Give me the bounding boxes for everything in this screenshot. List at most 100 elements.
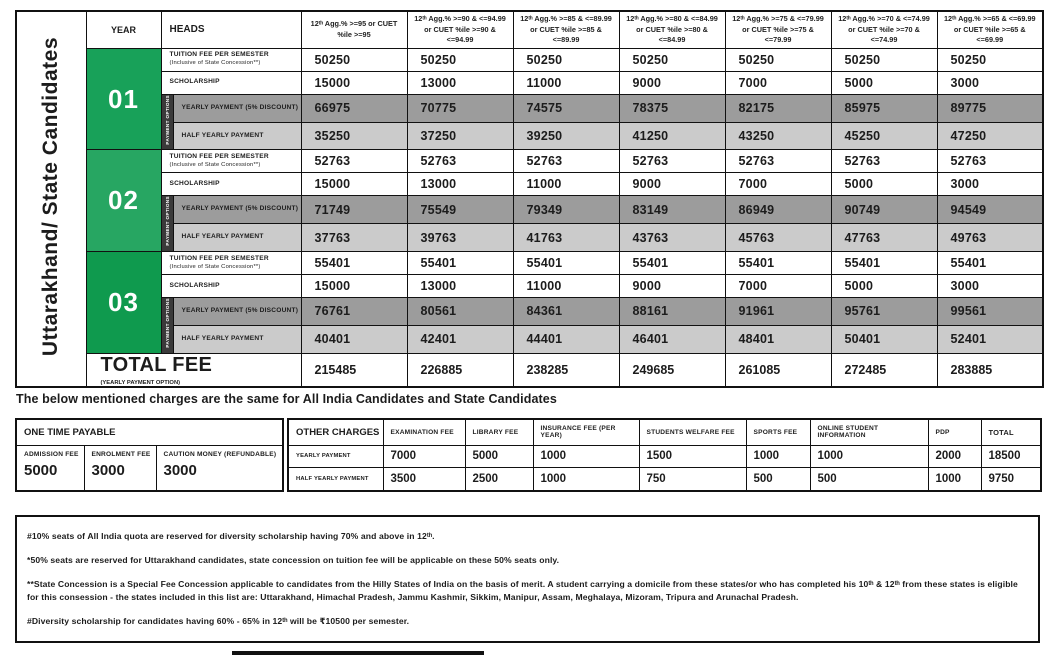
fee-value: 50250 xyxy=(618,47,726,72)
charge-value: 3000 xyxy=(163,461,197,479)
row-label-half-yearly-payment: HALF YEARLY PAYMENT xyxy=(172,223,302,253)
row-label-tuition: TUITION FEE PER SEMESTER (Inclusive of St… xyxy=(160,47,302,72)
total-fee-value: 226885 xyxy=(406,352,514,388)
fee-value: 55401 xyxy=(830,251,938,276)
fee-value: 50250 xyxy=(936,47,1044,72)
charge-label: CAUTION MONEY (REFUNDABLE) xyxy=(163,450,277,458)
other-charge-value: 18500 xyxy=(980,444,1042,469)
fee-value: 52763 xyxy=(724,149,832,174)
other-charge-value: 1000 xyxy=(809,444,929,469)
fee-value: 7000 xyxy=(724,274,832,299)
fee-value: 13000 xyxy=(406,172,514,197)
footer-bar xyxy=(232,651,484,655)
fee-value: 50250 xyxy=(512,47,620,72)
row-label-yearly-payment: YEARLY PAYMENT (5% DISCOUNT) xyxy=(172,93,302,123)
fee-value: 46401 xyxy=(618,324,726,354)
note-uttarakhand-seats: *50% seats are reserved for Uttarakhand … xyxy=(27,554,560,565)
fee-value: 41763 xyxy=(512,223,620,253)
fee-value: 37763 xyxy=(300,223,408,253)
other-charge-value: 2500 xyxy=(464,467,534,492)
fee-value: 15000 xyxy=(300,172,408,197)
row-label-tuition-sub: (Inclusive of State Concession**) xyxy=(169,60,261,67)
fee-value: 3000 xyxy=(936,70,1044,95)
fee-value: 55401 xyxy=(512,251,620,276)
note-diversity-quota: #10% seats of All India quota are reserv… xyxy=(27,531,435,541)
total-fee-value: 261085 xyxy=(724,352,832,388)
other-charge-value: 2000 xyxy=(927,444,982,469)
fee-value: 43763 xyxy=(618,223,726,253)
other-charges-row-label: HALF YEARLY PAYMENT xyxy=(287,467,384,492)
fee-value: 5000 xyxy=(830,172,938,197)
fee-value: 7000 xyxy=(724,172,832,197)
other-charges-column-header: INSURANCE FEE (PER YEAR) xyxy=(532,418,640,446)
fee-value: 15000 xyxy=(300,70,408,95)
row-label-tuition: TUITION FEE PER SEMESTER (Inclusive of St… xyxy=(160,251,302,276)
fee-value: 52763 xyxy=(406,149,514,174)
fee-value: 11000 xyxy=(512,70,620,95)
charge-label: ENROLMENT FEE xyxy=(91,450,151,458)
year-column-header: YEAR xyxy=(85,10,162,49)
fee-value: 52401 xyxy=(936,324,1044,354)
fee-value: 3000 xyxy=(936,172,1044,197)
fee-value: 52763 xyxy=(512,149,620,174)
note-diversity-scholarship-amount: #Diversity scholarship for candidates ha… xyxy=(27,615,410,626)
fee-value: 41250 xyxy=(618,121,726,151)
fee-value: 76761 xyxy=(300,297,408,326)
fee-value: 49763 xyxy=(936,223,1044,253)
fee-value: 35250 xyxy=(300,121,408,151)
charge-value: 5000 xyxy=(24,461,58,479)
one-time-payable-item: CAUTION MONEY (REFUNDABLE) 3000 xyxy=(155,444,284,492)
other-charge-value: 3500 xyxy=(382,467,466,492)
fee-value: 39763 xyxy=(406,223,514,253)
other-charge-value: 500 xyxy=(809,467,929,492)
other-charge-value: 5000 xyxy=(464,444,534,469)
fee-value: 50250 xyxy=(724,47,832,72)
fee-value: 44401 xyxy=(512,324,620,354)
other-charges-column-header: ONLINE STUDENT INFORMATION xyxy=(809,418,929,446)
fee-value: 50250 xyxy=(830,47,938,72)
total-fee-value: 215485 xyxy=(300,352,408,388)
year-cell-03: 03 xyxy=(85,251,162,354)
fee-value: 37250 xyxy=(406,121,514,151)
other-charges-column-header: TOTAL xyxy=(980,418,1042,446)
one-time-payable-item: ENROLMENT FEE 3000 xyxy=(83,444,157,492)
total-fee-value: 272485 xyxy=(830,352,938,388)
fee-value: 88161 xyxy=(618,297,726,326)
fee-value: 79349 xyxy=(512,195,620,225)
payment-options-strip: PAYMENT OPTIONS xyxy=(160,93,174,151)
fee-value: 5000 xyxy=(830,274,938,299)
other-charges-column-header: LIBRARY FEE xyxy=(464,418,534,446)
fee-value: 70775 xyxy=(406,93,514,123)
row-label-tuition-sub: (Inclusive of State Concession**) xyxy=(169,161,261,168)
other-charges-column-header: STUDENTS WELFARE FEE xyxy=(638,418,747,446)
charge-value: 3000 xyxy=(91,461,125,479)
fee-value: 85975 xyxy=(830,93,938,123)
fee-value: 99561 xyxy=(936,297,1044,326)
score-column-header: 12ᵗʰ Agg.% >=85 & <=89.99 or CUET %ile >… xyxy=(512,10,620,49)
row-label-scholarship: SCHOLARSHIP xyxy=(160,274,302,299)
other-charge-value: 1000 xyxy=(532,467,640,492)
fee-value: 94549 xyxy=(936,195,1044,225)
one-time-payable-table: ONE TIME PAYABLE ADMISSION FEE 5000 ENRO… xyxy=(15,418,285,492)
fee-value: 90749 xyxy=(830,195,938,225)
one-time-payable-item: ADMISSION FEE 5000 xyxy=(15,444,85,492)
fee-value: 39250 xyxy=(512,121,620,151)
fee-value: 43250 xyxy=(724,121,832,151)
payment-options-strip: PAYMENT OPTIONS xyxy=(160,195,174,253)
fee-value: 40401 xyxy=(300,324,408,354)
same-charges-heading: The below mentioned charges are the same… xyxy=(16,392,557,406)
other-charges-title: OTHER CHARGES xyxy=(287,418,384,446)
fee-value: 9000 xyxy=(618,172,726,197)
fee-value: 82175 xyxy=(724,93,832,123)
other-charges-column-header: EXAMINATION FEE xyxy=(382,418,466,446)
fee-value: 3000 xyxy=(936,274,1044,299)
other-charge-value: 9750 xyxy=(980,467,1042,492)
score-column-header: 12ᵗʰ Agg.% >=95 or CUET %ile >=95 xyxy=(300,10,408,49)
total-fee-value: 249685 xyxy=(618,352,726,388)
fee-value: 80561 xyxy=(406,297,514,326)
fee-value: 9000 xyxy=(618,274,726,299)
total-fee-sublabel: (YEARLY PAYMENT OPTION) xyxy=(100,379,181,386)
fee-value: 78375 xyxy=(618,93,726,123)
year-cell-01: 01 xyxy=(85,47,162,151)
other-charge-value: 1000 xyxy=(745,444,811,469)
